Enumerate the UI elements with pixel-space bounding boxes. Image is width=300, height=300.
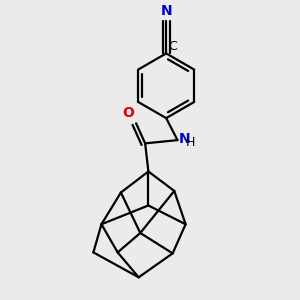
Text: O: O: [123, 106, 134, 120]
Text: N: N: [178, 133, 190, 146]
Text: C: C: [168, 40, 176, 53]
Text: H: H: [186, 136, 195, 149]
Text: N: N: [160, 4, 172, 19]
